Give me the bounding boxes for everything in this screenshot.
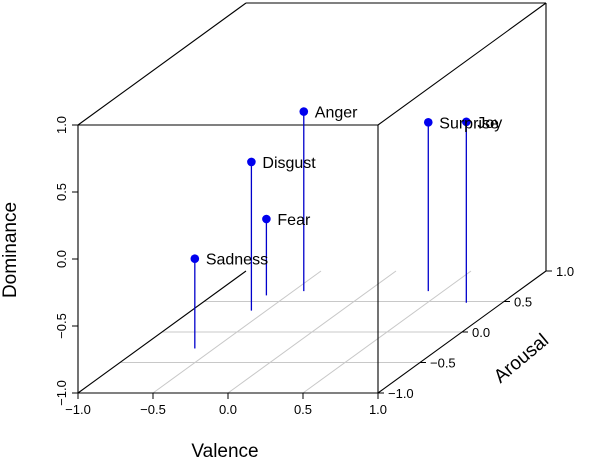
box-edge bbox=[377, 2, 547, 126]
point-label-joy: Joy bbox=[477, 115, 502, 132]
point-label-disgust: Disgust bbox=[262, 155, 316, 172]
x-tick-label: −0.5 bbox=[140, 402, 166, 417]
axis-ticks: −1.0 −0.5 0.0 0.5 1.0−1.0−0.50.00.51.0−1.0−0… bbox=[54, 116, 574, 417]
x-axis-title: Valence bbox=[191, 441, 258, 458]
z-tick-label: −1.0 bbox=[54, 380, 69, 406]
y-tick-label: −0.5 bbox=[430, 356, 456, 371]
floor-gridline-valence bbox=[227, 270, 397, 394]
z-tick-label: 0.0 bbox=[54, 250, 69, 268]
z-axis-title: Dominance bbox=[0, 202, 21, 298]
x-tick-label: 0.5 bbox=[294, 402, 312, 417]
y-tick-label: −1.0 bbox=[388, 386, 414, 401]
x-tick-label: 1.0 bbox=[369, 402, 387, 417]
floor-gridline-valence bbox=[302, 270, 472, 394]
y-tick-label: 1.0 bbox=[556, 264, 574, 279]
z-tick-label: 0.5 bbox=[54, 183, 69, 201]
point-label-surprise: Surprise bbox=[439, 115, 499, 132]
box-edge bbox=[77, 270, 247, 394]
box-edge bbox=[77, 2, 247, 126]
point-label-anger: Anger bbox=[315, 105, 358, 122]
point-surprise bbox=[423, 117, 433, 127]
point-label-fear: Fear bbox=[277, 212, 311, 229]
point-anger bbox=[299, 107, 309, 116]
y-tick-label: 0.0 bbox=[472, 325, 490, 340]
y-axis-title: Arousal bbox=[490, 330, 553, 387]
x-tick-label: −1.0 bbox=[65, 402, 91, 417]
x-tick-label: 0.0 bbox=[219, 402, 237, 417]
point-joy bbox=[462, 117, 471, 127]
z-tick-label: 1.0 bbox=[54, 116, 69, 134]
point-fear bbox=[262, 214, 271, 224]
point-label-sadness: Sadness bbox=[206, 252, 268, 269]
point-disgust bbox=[247, 157, 256, 167]
z-tick-label: −0.5 bbox=[54, 313, 69, 339]
floor-grid bbox=[120, 270, 504, 394]
point-sadness bbox=[190, 254, 200, 263]
y-tick-label: 0.5 bbox=[514, 295, 532, 310]
